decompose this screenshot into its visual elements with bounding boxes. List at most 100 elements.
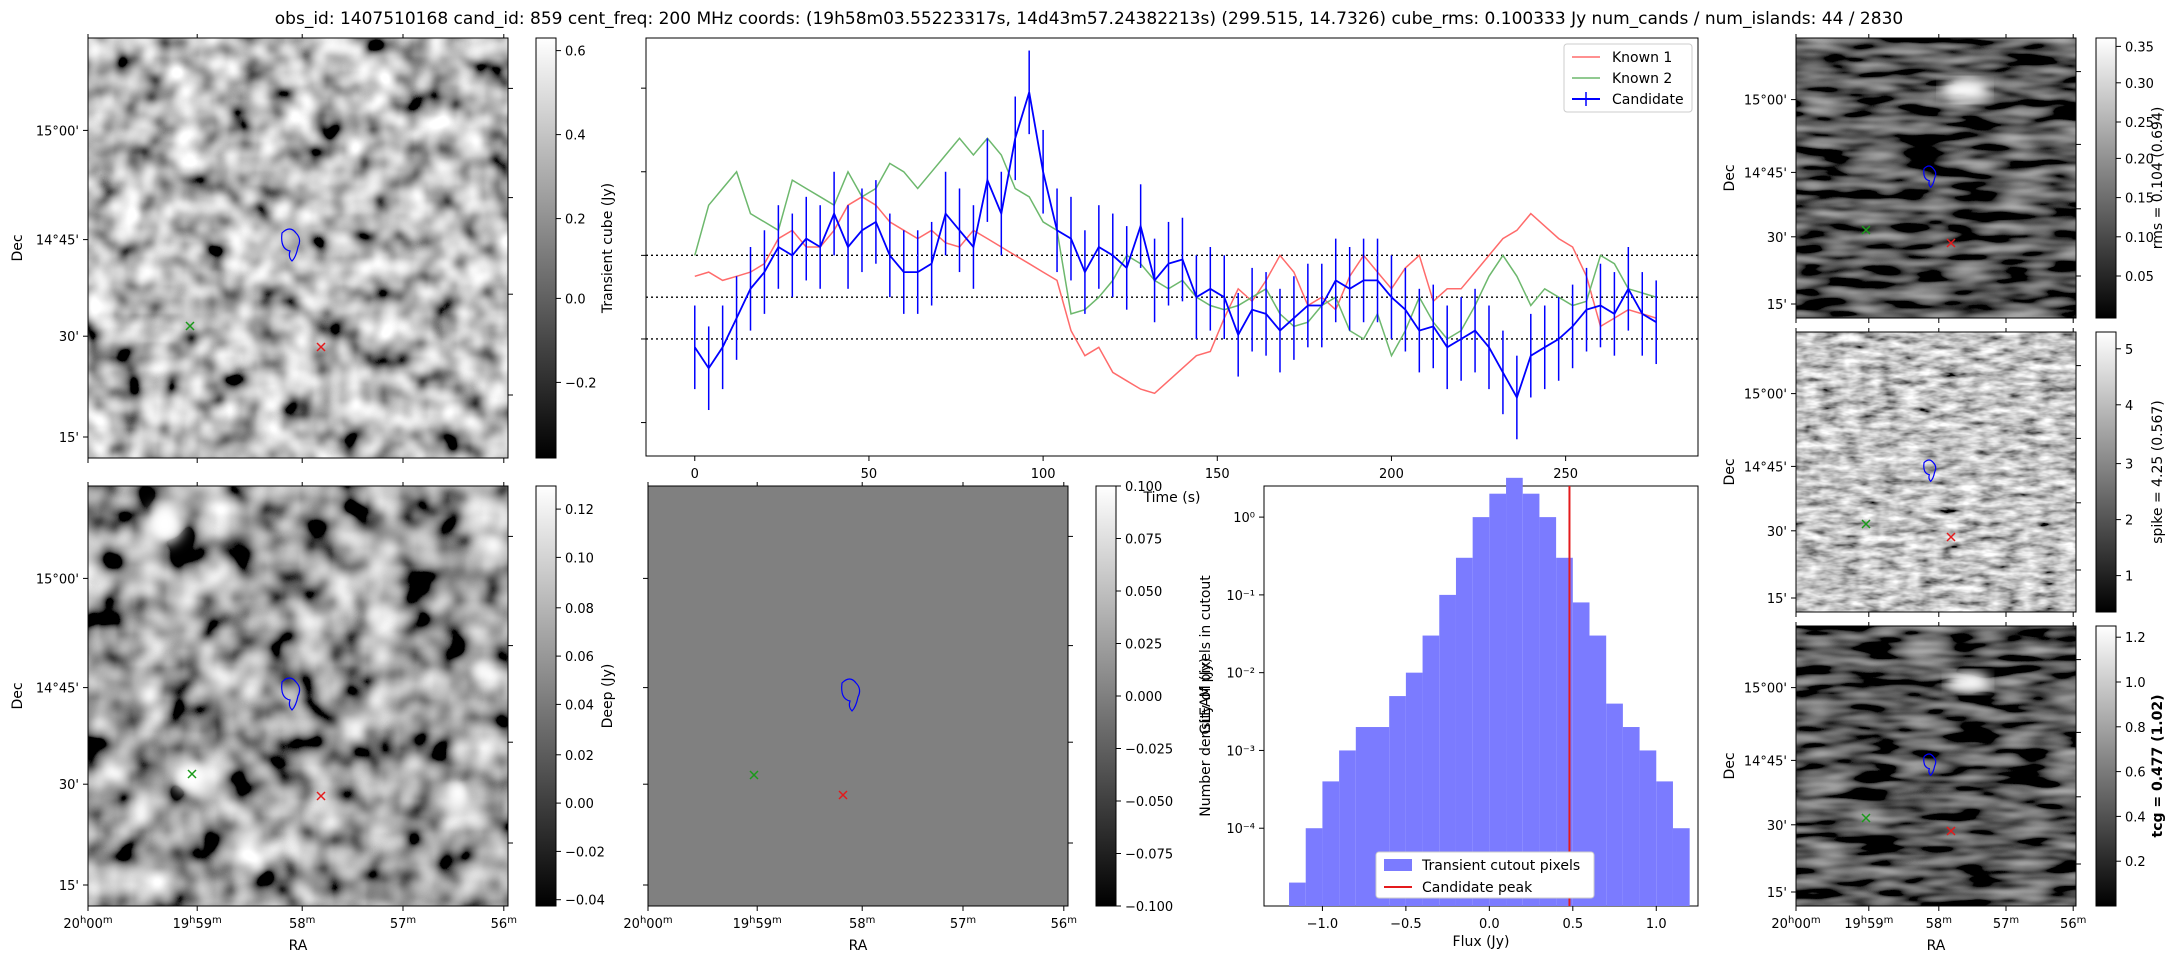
tcg-axes: 15°00' 14°45' 30' 15' Dec 20h00m 19h59m 58m 57m 5…: [1722, 622, 2086, 954]
gleam-colorbar-tick-label: −0.100: [1125, 900, 1173, 915]
tcg-colorbar-tick-label: 1.0: [2125, 676, 2146, 691]
histogram-y-tick-label: 10⁰: [1233, 511, 1255, 526]
histogram-x-tick-label: 0.5: [1562, 917, 1583, 932]
spike-dec-label: Dec: [1722, 458, 1738, 485]
histogram-x-tick-label: −0.5: [1390, 917, 1422, 932]
deep-colorbar: 0.12 0.10 0.08 0.06 0.04 0.02 0.00 −0.02 −0.04 De…: [535, 485, 616, 909]
spike-colorbar-tick-label: 1: [2125, 570, 2133, 585]
histogram-bar: [1439, 594, 1456, 906]
rms-dec-tick-label: 15°00': [1744, 94, 1787, 109]
deep-colorbar-tick-label: 0.08: [565, 602, 594, 617]
histogram-bar: [1322, 781, 1340, 906]
spike-image-panel: [1795, 331, 2077, 613]
histogram-x-tick-label: 0.0: [1479, 917, 1500, 932]
rms-red-marker: [1946, 238, 1956, 248]
sky-annotations: 15°00' 14°45' 30' 15' Dec 15°00' 14°45' 30' 15' D…: [10, 34, 2086, 954]
histogram-ylabel: Number density of pixels in cutout: [1198, 575, 1214, 817]
lightcurve-plot: 0 50 100 150 200 250: [641, 50, 1698, 482]
gleam-colorbar-tick-label: 0.075: [1125, 533, 1162, 548]
tcg-red-marker: [1946, 826, 1956, 836]
histogram-bar: [1672, 828, 1690, 906]
gleam-ra-label: RA: [849, 938, 868, 954]
deep-colorbar-tick-label: 0.04: [565, 698, 594, 713]
histogram-legend-box: [1375, 851, 1595, 899]
rms-dec-tick-label: 15': [1767, 298, 1787, 313]
gleam-ra-tick-label: 20h00m: [623, 915, 672, 932]
lightcurve-x-tick-label: 50: [861, 467, 878, 482]
deep-dec-label: Dec: [10, 682, 26, 709]
lightcurve-legend: Known 1 Known 2 Candidate: [1563, 43, 1693, 113]
tcg-colorbar-tick-label: 0.8: [2125, 721, 2146, 736]
spike-green-marker: [1861, 519, 1871, 529]
deep-candidate-contour: [281, 677, 301, 711]
lightcurve-legend-box: [1563, 43, 1693, 113]
gleam-ra-tick-label: 57m: [950, 915, 976, 932]
histogram-y-tick-label: 10⁻²: [1226, 667, 1255, 682]
histogram-bar: [1289, 882, 1306, 906]
transient-colorbar-tick-label: 0.6: [565, 45, 586, 60]
deep-ra-tick-label: 56m: [491, 915, 517, 932]
deep-ra-tick-label: 19h59m: [173, 915, 222, 932]
rms-bright-blob: [1941, 78, 1989, 102]
gleam-colorbar-tick-label: 0.100: [1125, 480, 1162, 495]
spike-image: [1796, 332, 2076, 612]
tcg-dec-tick-label: 30': [1767, 819, 1787, 834]
tcg-dec-tick-label: 14°45': [1744, 754, 1787, 769]
lightcurve-x-tick-label: 200: [1379, 467, 1404, 482]
spike-image-frame: [1795, 331, 2077, 613]
tcg-image-frame: [1795, 625, 2077, 907]
lightcurve-x-tick-label: 100: [1031, 467, 1056, 482]
spike-dec-tick-label: 14°45': [1744, 460, 1787, 475]
deep-dec-tick-label: 15': [59, 879, 79, 894]
transient-colorbar-ramp: [535, 37, 557, 459]
histogram-bar: [1656, 781, 1673, 906]
tcg-ra-tick-label: 19h59m: [1844, 915, 1893, 932]
histogram-x-tick-label: 1.0: [1646, 917, 1667, 932]
gleam-colorbar-ramp: [1095, 485, 1117, 907]
gleam-colorbar-tick-label: 0.050: [1125, 585, 1162, 600]
gleam-candidate-contour: [841, 678, 861, 712]
lightcurve-x-tick-label: 150: [1205, 467, 1230, 482]
deep-ra-label: RA: [289, 938, 308, 954]
tcg-candidate-contour: [1923, 753, 1937, 777]
transient-colorbar: 0.6 0.4 0.2 0.0 −0.2 Transient cube (Jy): [535, 37, 616, 459]
tcg-colorbar-tick-label: 1.2: [2125, 631, 2146, 646]
tcg-dec-tick-label: 15': [1767, 886, 1787, 901]
tcg-ra-tick-label: 58m: [1926, 915, 1952, 932]
rms-colorbar-tick-label: 0.30: [2125, 77, 2154, 92]
histogram-y-tick-label: 10⁻³: [1226, 744, 1255, 759]
histogram-legend: Transient cutout pixels Candidate peak: [1375, 851, 1595, 899]
histogram-bar: [1639, 750, 1657, 906]
rms-image-frame: [1795, 37, 2077, 319]
tcg-ra-label: RA: [1927, 938, 1946, 954]
lightcurve-candidate-line: [694, 92, 1657, 400]
histogram-y-tick-label: 10⁻⁴: [1226, 822, 1255, 837]
histogram-bar: [1522, 493, 1540, 906]
deep-image-frame: [87, 485, 509, 907]
gleam-colorbar-label: GLEAM (Jy): [1198, 658, 1214, 735]
deep-colorbar-ramp: [535, 485, 557, 907]
transient-dec-label: Dec: [10, 234, 26, 261]
histogram-bar: [1472, 517, 1490, 906]
transient-dec-tick-label: 15': [59, 431, 79, 446]
spike-colorbar-ramp: [2095, 331, 2117, 613]
deep-colorbar-tick-label: −0.04: [565, 894, 605, 909]
deep-colorbar-tick-label: −0.02: [565, 845, 605, 860]
deep-bright-sources: [147, 504, 505, 809]
rms-axes: 15°00' 14°45' 30' 15' Dec: [1722, 34, 2081, 323]
legend-known2-label: Known 2: [1612, 71, 1672, 87]
deep-axes: 15°00' 14°45' 30' 15' Dec 20h00m 19h59m 58m 57m 5…: [10, 482, 517, 954]
tcg-image-panel: [1795, 625, 2077, 907]
spike-colorbar-tick-label: 2: [2125, 514, 2133, 529]
histogram-panel: −1.0 −0.5 0.0 0.5 1.0 10⁰ 10⁻¹ 10⁻² 10⁻³ 10⁻⁴ Flu…: [1198, 477, 1699, 950]
deep-green-marker: [187, 769, 197, 779]
histogram-bar: [1589, 635, 1607, 906]
rms-colorbar-tick-label: 0.25: [2125, 116, 2154, 131]
histogram-bar: [1489, 493, 1507, 906]
lightcurve-x-tick-label: 250: [1553, 467, 1578, 482]
spike-axes: 15°00' 14°45' 30' 15' Dec: [1722, 328, 2081, 617]
spike-dec-tick-label: 15': [1767, 592, 1787, 607]
histogram-bar: [1405, 672, 1423, 906]
gleam-red-marker: [838, 790, 848, 800]
rms-colorbar: 0.35 0.30 0.25 0.20 0.15 0.10 0.05 rms = 0.104 …: [2095, 37, 2166, 319]
